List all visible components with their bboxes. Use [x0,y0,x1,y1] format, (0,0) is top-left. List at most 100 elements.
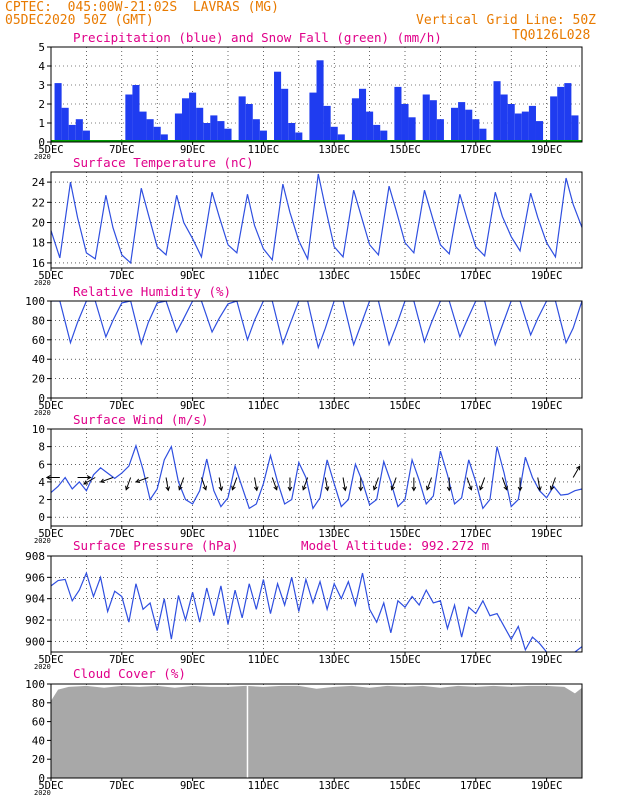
wind-arrow [135,477,149,483]
wind-arrow [537,477,541,491]
precip-bar [61,107,69,142]
y-tick-label: 0 [38,772,45,785]
x-tick-label: 19DEC [531,654,563,666]
precip-bar [316,60,324,142]
precip-bar [146,119,154,142]
wind-arrow-head [537,486,542,492]
wind-arrow-head [202,485,207,491]
precip-bar [196,107,204,142]
wind-arrow [271,477,278,490]
y-tick-label: 40 [32,353,45,366]
precip-bar [160,134,168,142]
x-tick-label: 5DEC [38,528,63,540]
precip-bar [217,121,225,142]
precip-bar [465,109,473,142]
x-tick-label: 13DEC [318,400,350,412]
precip-bar [203,123,211,142]
y-tick-label: 2 [38,98,45,111]
y-tick-label: 0 [38,136,45,149]
precip-bar [366,111,374,142]
precip-bar [174,113,182,142]
header-run-id: TQ0126L028 [512,28,591,43]
x-tick-label: 19DEC [531,528,563,540]
wind-arrow-head [411,486,417,492]
y-tick-label: 0 [38,392,45,405]
y-tick-label: 904 [25,593,45,606]
precip-bar [401,104,409,142]
x-year-label: 2020 [34,409,51,417]
x-tick-label: 9DEC [180,144,205,156]
precip-bar [189,92,197,142]
precip-bar [358,88,367,142]
y-tick-label: 4 [38,60,45,73]
wind-arrow [218,477,222,491]
precip-bar [245,104,253,142]
x-tick-label: 15DEC [389,654,421,666]
y-tick-label: 18 [32,237,45,250]
x-tick-label: 15DEC [389,400,421,412]
x-tick-label: 17DEC [460,780,492,792]
precip-bar [528,105,536,142]
x-tick-label: 11DEC [248,528,280,540]
precip-bar [493,81,501,142]
wind-arrow [572,465,581,478]
wind-line [51,443,582,510]
panel-frame [50,171,583,269]
precip-bar [422,94,430,142]
x-tick-label: 7DEC [109,270,134,282]
precip-bar [153,126,161,142]
wind-arrow [200,477,207,490]
wind-arrow [125,477,132,490]
precip-bar [132,85,140,142]
x-year-label: 2020 [34,153,51,161]
precip-bar [394,86,402,142]
precip-bar [351,98,359,142]
x-tick-label: 13DEC [318,144,350,156]
precip-bar [210,115,218,142]
precip-bar [550,96,558,142]
x-tick-label: 5DEC [38,400,63,412]
precip-bar [535,121,544,142]
precip-bar [472,119,480,142]
wind-arrow-head [342,486,348,492]
precip-bar [82,130,90,142]
temp-line [51,173,582,265]
x-tick-label: 17DEC [460,270,492,282]
y-tick-label: 80 [32,314,45,327]
x-tick-label: 5DEC [38,270,63,282]
wind-arrow [501,477,508,490]
wind-arrow [100,477,114,483]
wind-arrow-head [468,485,473,491]
wind-arrow [391,477,397,490]
wind-arrow-head [125,485,130,491]
x-year-label: 2020 [34,537,51,545]
wind-arrow-head [135,478,141,484]
precip-bar [458,102,466,142]
wind-arrow [165,477,169,491]
precip-bar [564,83,572,142]
x-tick-label: 11DEC [248,654,280,666]
wind-arrow-head [231,485,236,491]
precip-bar [323,105,331,142]
precip-bar [274,71,282,142]
x-tick-label: 15DEC [389,144,421,156]
wind-arrow [342,477,346,491]
x-tick-label: 19DEC [531,270,563,282]
rh-line [51,301,582,350]
y-tick-label: 10 [32,423,45,436]
x-tick-label: 9DEC [180,780,205,792]
y-tick-label: 900 [25,635,45,648]
y-tick-label: 20 [32,217,45,230]
panel-temp [47,171,583,271]
x-tick-label: 9DEC [180,400,205,412]
wind-arrow-head [372,485,378,491]
precip-bar [139,111,147,142]
panel-pressure [47,555,583,655]
y-tick-label: 80 [32,697,45,710]
precip-bar [507,104,515,142]
precip-bar [451,107,459,142]
x-tick-label: 19DEC [531,780,563,792]
panel-rh [47,300,583,401]
precip-bar [181,98,190,142]
y-tick-label: 100 [25,295,45,308]
